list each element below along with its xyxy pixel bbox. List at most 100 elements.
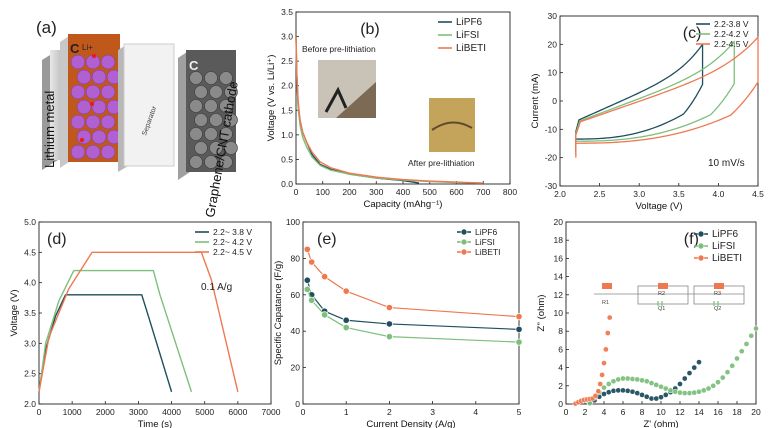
cathode-sphere [219,99,233,113]
x-tick-label: 200 [342,187,356,197]
data-point [321,311,329,319]
y-axis-label: Current (mA) [530,74,541,129]
y-tick-label: 3.0 [281,32,293,42]
x-tick-label: 20 [751,407,761,417]
data-point [385,333,393,341]
panel-label: (d) [47,231,67,248]
data-point [515,313,523,321]
panel-f: 0 2 4 6 8 10 12 14 16 18 20 0 2 4 6 8 10 12 14 16 18 20 Z' (oh… [536,217,761,428]
series-line [575,43,704,152]
eis-point [624,375,631,382]
eis-point [603,346,609,353]
eis-point [601,391,607,397]
c-label-left: C [70,41,80,56]
y-tick-label: 60 [291,290,301,300]
panel-b: 0 100 200 300 400 500 600 700 800 0.0 0.5 1.0 1.5 2.0… [266,7,517,210]
y-tick-label: 20 [548,39,558,49]
y-tick-label: 4 [558,363,563,373]
electrode-sphere [70,144,86,160]
x-tick-label: 300 [369,187,383,197]
x-tick-label: 4.0 [712,189,724,199]
eis-point [592,392,599,399]
photo-before-light [318,60,376,118]
y-tick-label: -30 [545,181,558,191]
electrode-sphere [76,99,92,115]
c-label-right: C [189,58,199,73]
y-tick-label: 2.0 [281,81,293,91]
electrode-sphere [85,84,101,100]
legend-label: LiPF6 [712,229,739,240]
lithium-ion-dot [91,53,97,59]
eis-point [595,388,602,395]
eis-point [604,330,611,336]
circuit-label: Q2 [714,306,721,312]
photo-after-crease [431,121,473,131]
eis-point [658,394,664,401]
legend-marker [460,248,468,256]
eis-point [599,372,605,378]
eis-point [648,380,655,386]
eis-point [601,360,607,366]
legend-marker [697,230,705,238]
y-tick-label: 10 [548,68,558,78]
cathode-sphere [189,99,203,113]
x-tick-label: 4.5 [752,189,764,199]
dark-sphere-grid [189,71,238,169]
panel-c: 2.0 2.5 3.0 3.5 4.0 4.5 -30 -20 -10 0 10 20 30 Voltag… [530,11,764,212]
x-tick-label: 3.0 [633,189,645,199]
eis-point [634,390,641,396]
li-label: Li+ [82,43,93,52]
data-point [385,320,393,328]
legend-label: LiPF6 [475,227,497,237]
circuit-label: Q1 [658,306,665,312]
legend-marker [697,242,705,250]
x-tick-label: 600 [449,187,463,197]
x-tick-label: 700 [476,187,490,197]
y-axis-label: Z'' (ohm) [536,295,547,332]
y-tick-label: 3.5 [24,308,36,318]
x-axis-label: Current Density (A/g) [366,419,455,428]
y-axis-label: Voltage (V) [9,290,20,337]
cathode-sphere [209,141,223,155]
eis-point [639,377,645,384]
electrode-sphere [70,84,86,100]
panel-label: (b) [360,21,380,38]
eis-point [686,370,693,376]
legend-label: LiBETI [712,253,742,264]
x-tick-label: 1 [344,407,349,417]
y-tick-label: 2.5 [281,56,293,66]
x-tick-label: 6 [621,407,626,417]
x-tick-label: 3000 [129,407,148,417]
eis-point [615,376,622,383]
legend-marker [460,238,468,246]
electrode-sphere [100,144,116,160]
eis-point [634,376,641,383]
data-point [515,338,523,346]
x-tick-label: 18 [732,407,742,417]
panel-label: (f) [684,231,699,248]
x-tick-label: 3.5 [673,189,685,199]
eis-point [662,385,669,392]
x-tick-label: 6000 [228,407,247,417]
series-line [38,294,173,393]
y-tick-label: 0 [552,96,557,106]
y-tick-label: 1.0 [281,130,293,140]
cathode-sphere [224,141,238,155]
eis-point [653,382,660,388]
data-point [303,285,311,293]
circuit-label: R1 [602,300,609,306]
eis-point [705,385,712,392]
x-tick-label: 10 [656,407,666,417]
panel-label: (e) [317,231,337,248]
electrode-sphere [100,54,116,70]
data-point [342,324,350,332]
annotation-before: Before pre-lithiation [302,44,376,54]
legend-label: LiFSI [475,237,495,247]
eis-point [696,359,702,365]
cathode-sphere [204,127,218,141]
electrode-sphere [76,129,92,145]
electrode-sphere [100,84,116,100]
data-point [308,296,316,304]
annotation-after: After pre-lithiation [408,158,475,168]
